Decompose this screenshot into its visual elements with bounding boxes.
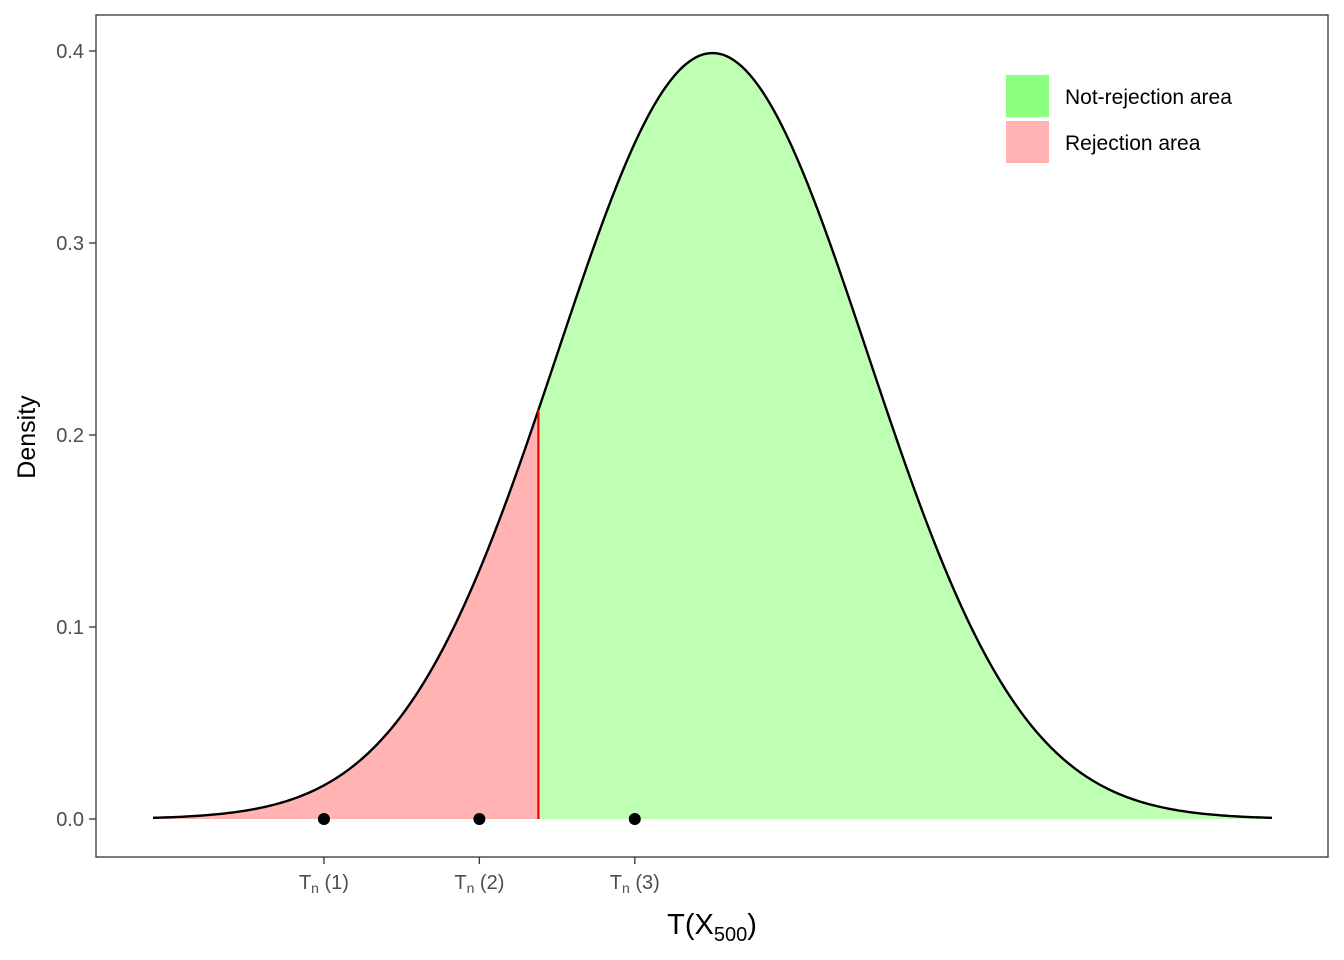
y-tick-label-2: 0.2 [56,425,84,447]
x-axis-title-main: T(X [667,909,714,941]
y-tick-label-1: 0.1 [56,617,84,639]
legend-label-2: Rejection area [1065,132,1201,155]
legend-key-2 [1006,121,1049,163]
data-point-1 [317,813,330,825]
legend-key-1 [1006,75,1049,117]
y-tick-label-3: 0.3 [56,233,84,255]
y-tick-label-0: 0.0 [56,809,84,831]
x-axis-title: T(X500) [667,909,757,946]
panel-border [95,14,1329,858]
y-axis-title: Density [13,395,41,479]
y-tick-label-4: 0.4 [56,41,84,63]
legend-label-1: Not-rejection area [1065,86,1232,109]
x-tick-label-2: Tn (2) [454,872,504,896]
data-point-2 [473,813,486,825]
region-not-rejection-area [538,53,1272,819]
x-axis-title-subscript: 500 [714,924,747,946]
y-axis: 0.0 0.1 0.2 0.3 0.4 [56,41,96,831]
x-tick-label-1: Tn (1) [299,872,349,896]
plot-panel [95,14,1329,858]
x-axis-title-close: ) [747,909,757,941]
legend: Not-rejection area Rejection area [1006,75,1232,163]
x-axis: Tn (1) Tn (2) Tn (3) [299,857,660,896]
x-tick-label-3: Tn (3) [610,872,660,896]
density-curve [152,51,1273,820]
data-point-3 [628,813,641,825]
region-rejection-area [153,409,539,819]
